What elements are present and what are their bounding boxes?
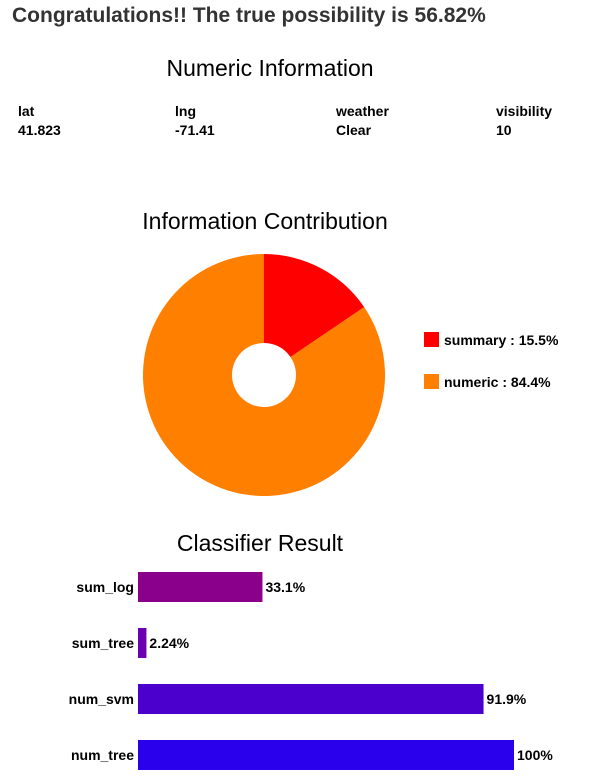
bar-category-label: num_tree	[71, 747, 134, 763]
bar-sum_log	[138, 572, 263, 602]
info-field-visibility: visibility 10	[496, 102, 552, 140]
info-value: -71.41	[175, 122, 215, 138]
info-label: weather	[336, 103, 389, 119]
bar-value-label: 2.24%	[149, 635, 189, 651]
bar-value-label: 100%	[517, 747, 553, 763]
legend-label-numeric: numeric : 84.4%	[444, 374, 551, 390]
contribution-chart-title: Information Contribution	[142, 208, 388, 234]
bar-category-label: sum_log	[76, 579, 134, 595]
bar-num_svm	[138, 684, 484, 714]
info-label: lat	[18, 103, 35, 119]
info-label: visibility	[496, 103, 553, 119]
bar-sum_tree	[138, 628, 147, 658]
headline: Congratulations!! The true possibility i…	[12, 4, 486, 27]
pie-slice-summary	[264, 254, 365, 375]
info-value: Clear	[336, 122, 372, 138]
numeric-info-grid: lat 41.823 lng -71.41 weather Clear visi…	[18, 102, 593, 142]
bar-num_tree	[138, 740, 514, 770]
info-field-weather: weather Clear	[336, 102, 389, 140]
donut-hole	[232, 343, 296, 407]
info-value: 41.823	[18, 122, 61, 138]
pie-slice-numeric	[142, 254, 385, 496]
info-field-lng: lng -71.41	[175, 102, 215, 140]
legend-label-summary: summary : 15.5%	[444, 332, 559, 348]
bar-value-label: 33.1%	[265, 579, 305, 595]
bar-value-label: 91.9%	[487, 691, 527, 707]
numeric-info-title: Numeric Information	[166, 55, 374, 81]
classifier-chart-title: Classifier Result	[176, 530, 344, 556]
info-label: lng	[175, 103, 196, 119]
bar-category-label: sum_tree	[72, 635, 134, 651]
legend-swatch-numeric	[424, 374, 439, 389]
info-value: 10	[496, 122, 512, 138]
info-field-lat: lat 41.823	[18, 102, 61, 140]
legend-swatch-summary	[424, 332, 439, 347]
bar-category-label: num_svm	[69, 691, 134, 707]
